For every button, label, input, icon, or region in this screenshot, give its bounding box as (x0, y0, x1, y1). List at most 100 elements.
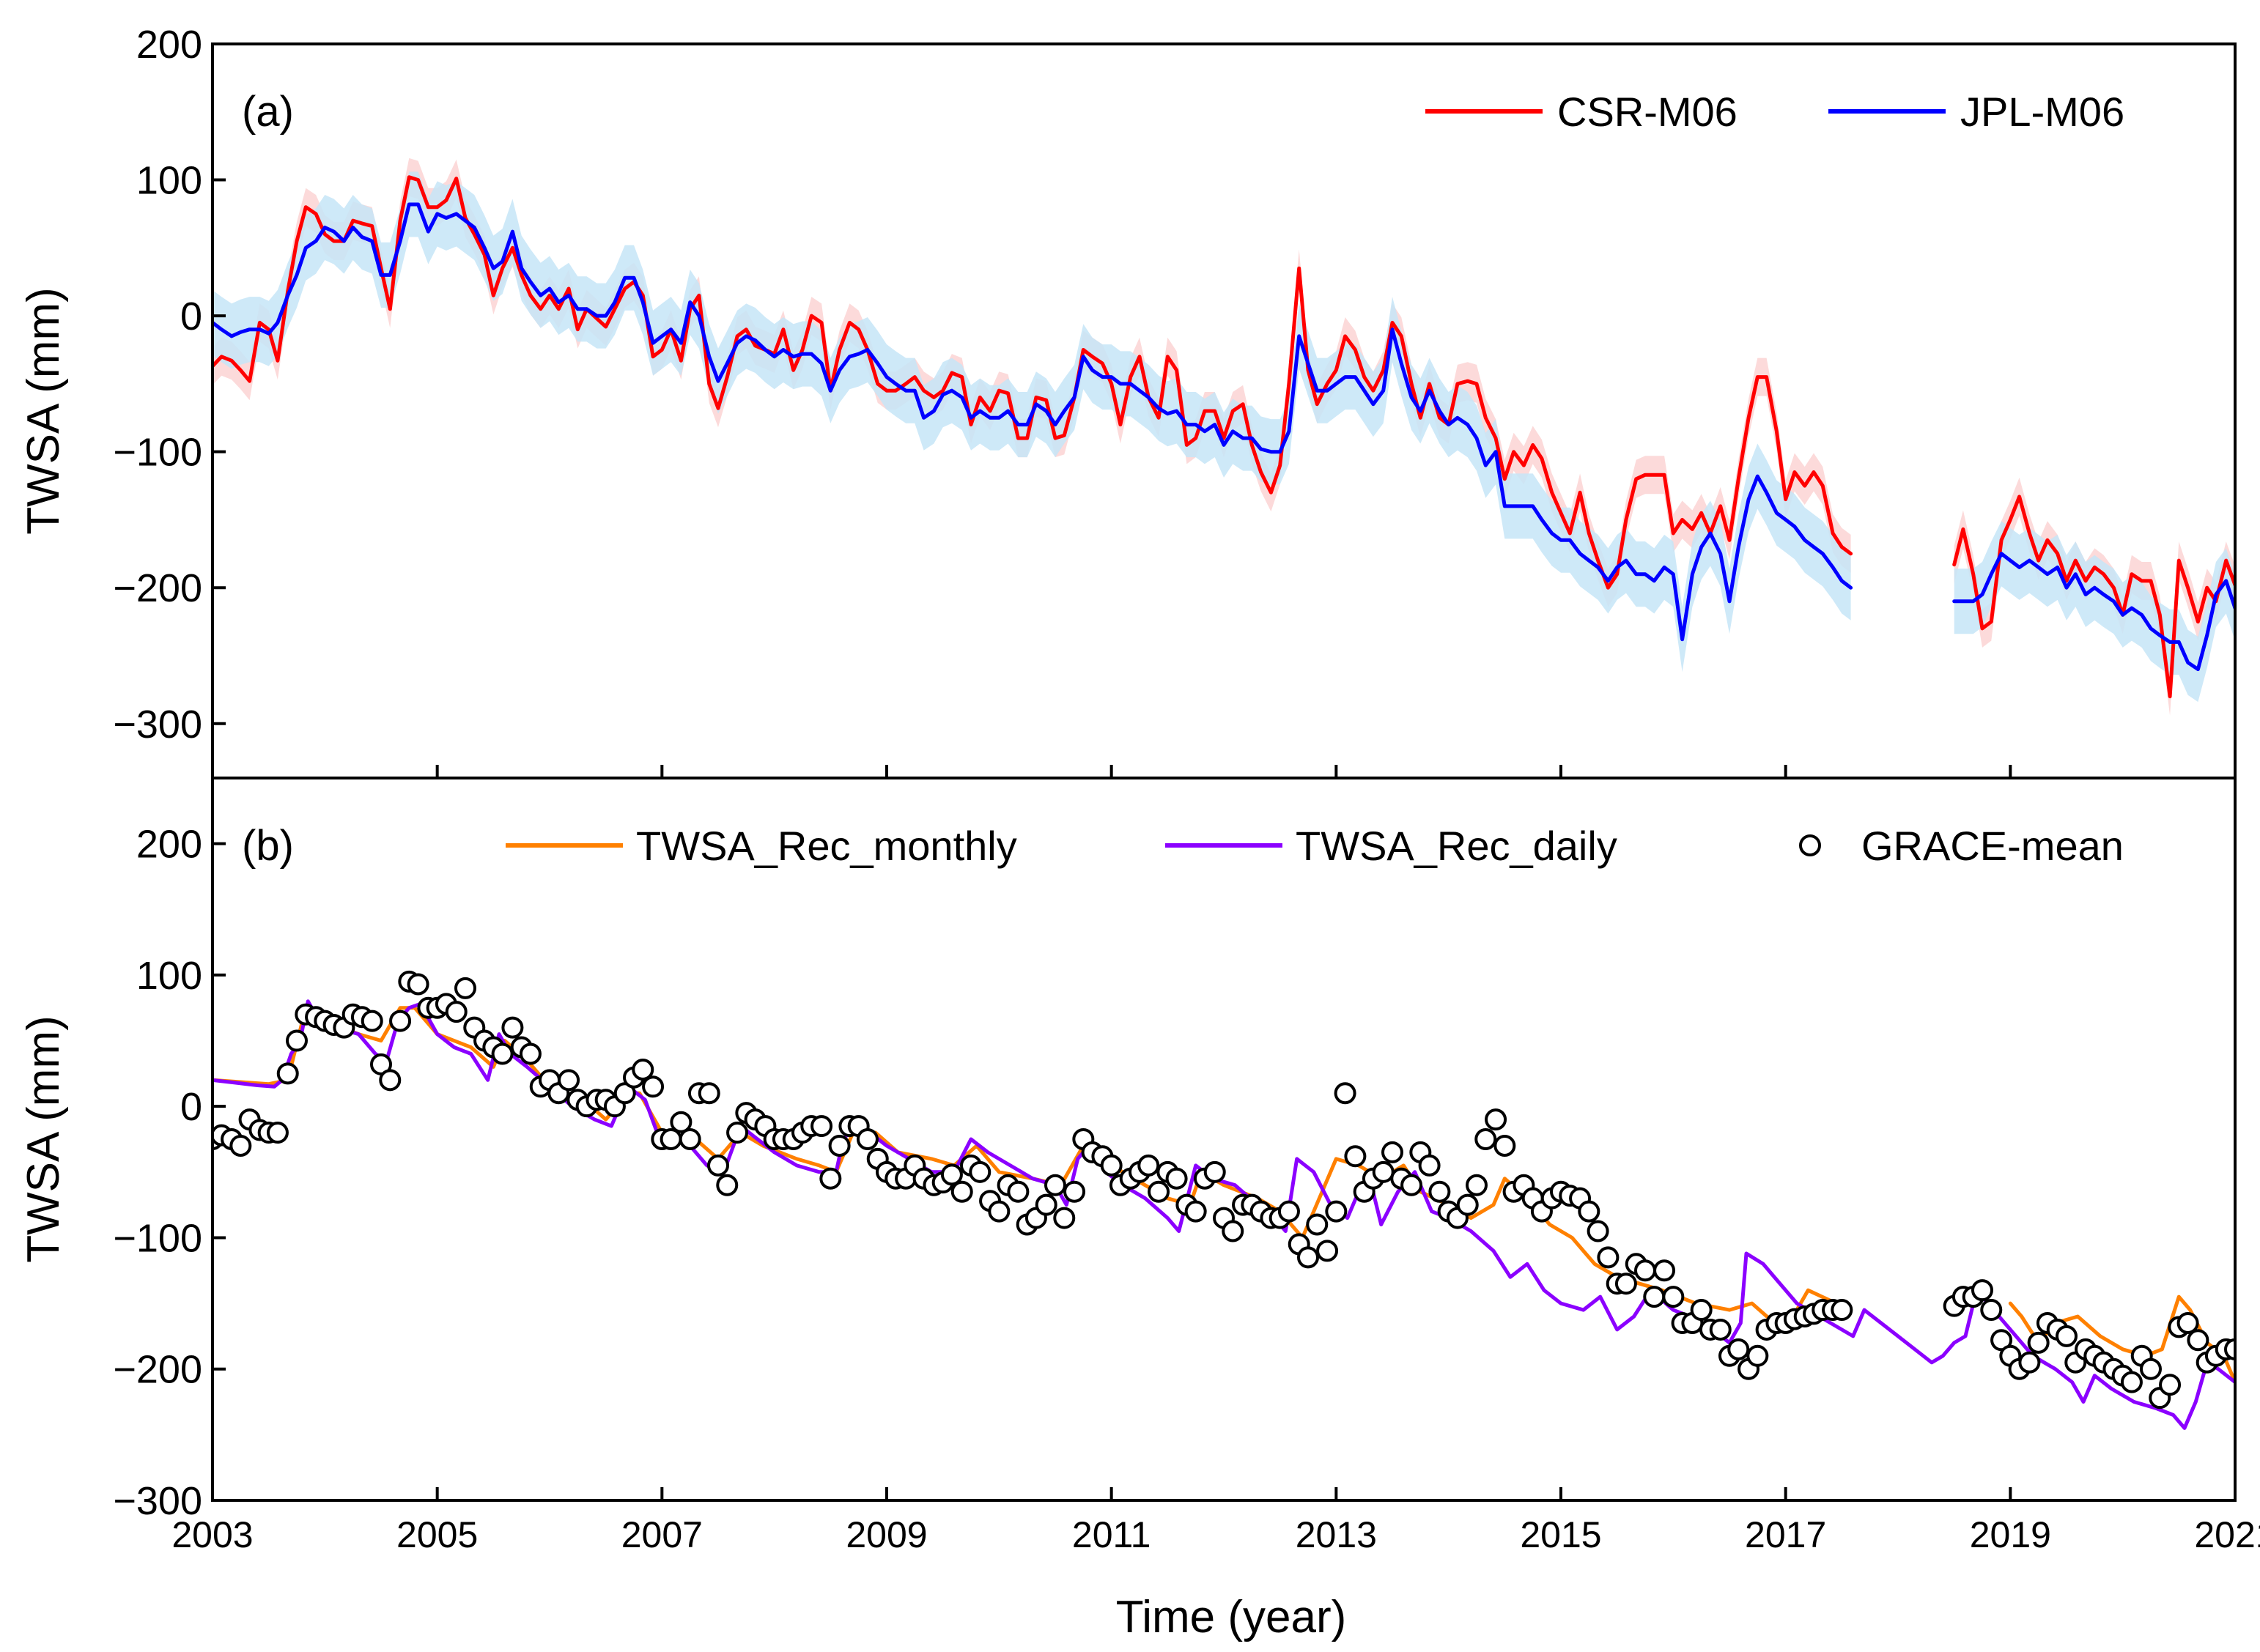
legend-label: CSR-M06 (1557, 89, 1738, 135)
plot-area (213, 158, 2235, 716)
series-grace-mean (213, 970, 2235, 1410)
legend-label: GRACE-mean (1861, 823, 2124, 869)
data-point (266, 1122, 289, 1144)
x-tick-label: 2011 (1072, 1514, 1151, 1555)
data-point (2120, 1371, 2143, 1393)
data-point (1044, 1174, 1066, 1196)
data-point (1831, 1299, 1853, 1322)
data-point (940, 1163, 963, 1186)
data-point (276, 1062, 299, 1085)
y-tick-label: 100 (136, 954, 202, 998)
data-point (1297, 1246, 1319, 1269)
data-point (716, 1174, 739, 1196)
data-point (1456, 1193, 1479, 1216)
data-point (2176, 1311, 2199, 1334)
data-point (1727, 1338, 1750, 1360)
data-point (361, 1010, 383, 1032)
y-tick-label: 200 (136, 23, 202, 67)
data-point (1035, 1193, 1057, 1216)
data-point (1643, 1286, 1666, 1308)
y-tick-label: −200 (113, 566, 202, 610)
data-point (1203, 1160, 1226, 1183)
data-point (1597, 1246, 1620, 1269)
data-point (1137, 1154, 1160, 1177)
data-point (407, 973, 429, 996)
data-point (1063, 1180, 1086, 1203)
data-point (1277, 1200, 1300, 1223)
x-tick-label: 2005 (396, 1514, 478, 1555)
data-point (1980, 1299, 2003, 1322)
y-tick-label: −300 (113, 1479, 202, 1523)
x-tick-label: 2015 (1520, 1514, 1601, 1555)
series-line-jpl-m06 (213, 202, 2235, 672)
data-point (1662, 1286, 1685, 1308)
data-point (698, 1082, 720, 1105)
data-point (2027, 1331, 2050, 1354)
data-point (679, 1128, 701, 1150)
data-point (1053, 1207, 1076, 1229)
legend-label: TWSA_Rec_daily (1296, 823, 1617, 869)
x-tick-label: 2017 (1745, 1514, 1826, 1555)
data-point (1709, 1318, 1732, 1341)
data-point (2159, 1374, 2182, 1396)
data-point (491, 1042, 514, 1065)
axes-frame (211, 42, 2237, 779)
data-point (1614, 1273, 1637, 1295)
data-point (1587, 1220, 1609, 1242)
data-point (229, 1134, 252, 1157)
plot-area (213, 970, 2235, 1430)
legend: TWSA_Rec_monthly TWSA_Rec_daily GRACE-mean (506, 823, 2124, 869)
panel-a: 200 100 0 −100 −200 −300 TWSA (mm) (a) CSR-M06 JP… (18, 23, 2237, 779)
y-tick-label: −100 (113, 431, 202, 475)
data-point (1184, 1200, 1207, 1223)
data-point (1400, 1174, 1423, 1196)
x-tick-label: 2013 (1296, 1514, 1377, 1555)
data-point (1381, 1141, 1403, 1163)
data-point (1334, 1082, 1356, 1105)
data-point (1372, 1160, 1395, 1183)
data-point (1485, 1108, 1507, 1131)
x-tick-label: 2003 (171, 1514, 253, 1555)
y-axis-label: TWSA (mm) (18, 1015, 69, 1263)
data-point (389, 1010, 412, 1032)
data-point (1316, 1240, 1339, 1262)
data-point (2140, 1357, 2162, 1380)
y-tick-label: 0 (180, 1085, 202, 1129)
data-point (670, 1111, 693, 1133)
data-point (969, 1160, 991, 1183)
data-point (1428, 1180, 1451, 1203)
x-tick-label: 2007 (621, 1514, 703, 1555)
x-axis-label: Time (year) (1116, 1592, 1347, 1642)
data-point (1466, 1174, 1488, 1196)
data-point (1325, 1200, 1348, 1223)
data-point (1100, 1154, 1123, 1177)
data-point (1306, 1213, 1329, 1236)
data-point (1418, 1154, 1441, 1177)
data-point (1474, 1128, 1497, 1150)
panel-label: (a) (242, 88, 294, 136)
legend-label: JPL-M06 (1960, 89, 2124, 135)
x-tick-label: 2019 (1970, 1514, 2051, 1555)
data-point (519, 1042, 542, 1065)
y-tick-label: 0 (180, 295, 202, 338)
data-point (2187, 1329, 2209, 1352)
data-point (1634, 1259, 1656, 1282)
data-point (632, 1058, 654, 1081)
data-point (379, 1069, 402, 1092)
data-point (501, 1016, 524, 1039)
series-line-twsa_rec_monthly (213, 1006, 2235, 1385)
data-point (2056, 1325, 2078, 1347)
data-point (988, 1200, 1011, 1223)
axes-frame (211, 777, 2237, 1502)
data-point (707, 1154, 729, 1177)
data-point (819, 1167, 842, 1190)
y-tick-label: −100 (113, 1216, 202, 1260)
data-point (1653, 1259, 1676, 1282)
x-tick-label: 2021 (2194, 1514, 2260, 1555)
data-point (1222, 1220, 1244, 1242)
legend: CSR-M06 JPL-M06 (1425, 89, 2124, 135)
y-tick-label: −300 (113, 703, 202, 747)
data-point (286, 1029, 308, 1052)
data-point (1007, 1180, 1030, 1203)
